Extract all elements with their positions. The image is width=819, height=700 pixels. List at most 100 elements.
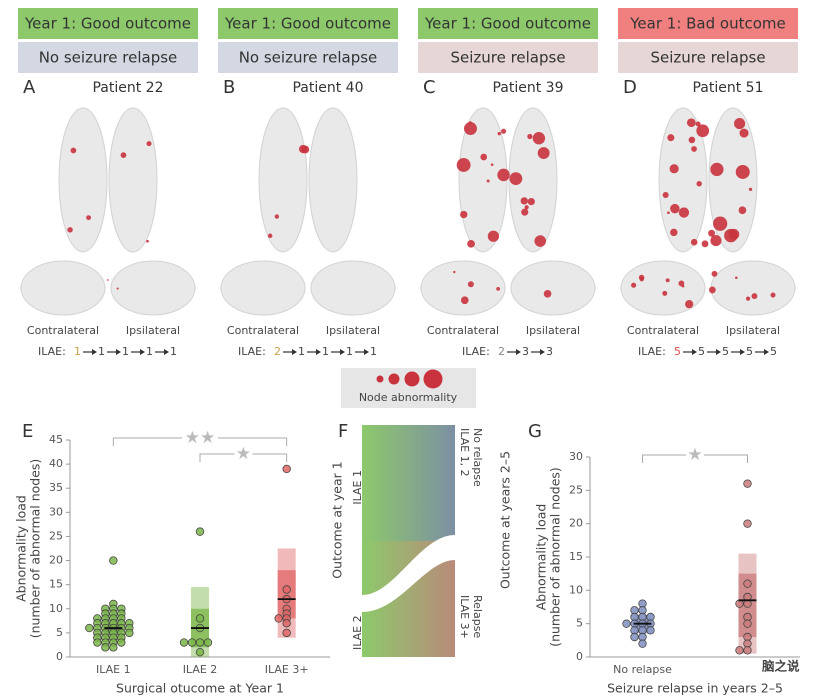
outcome-box <box>218 8 398 39</box>
y-tick-label: 15 <box>49 578 63 591</box>
legend-dot <box>423 369 443 389</box>
brain-lateral <box>310 260 396 316</box>
node-dot <box>509 172 523 186</box>
node-dot <box>710 235 722 247</box>
patient-label: Patient 22 <box>92 80 163 96</box>
y-tick-label: 25 <box>569 483 583 496</box>
node-dot <box>748 187 753 192</box>
node-dot <box>490 163 494 167</box>
y-tick-label: 10 <box>49 602 63 615</box>
data-point <box>125 628 134 638</box>
data-point <box>195 527 205 536</box>
node-dot <box>520 197 528 205</box>
data-point <box>743 519 752 528</box>
node-dot <box>739 128 749 138</box>
node-dot <box>711 270 718 277</box>
node-dot <box>487 230 500 242</box>
ilae-arrow-head <box>516 349 521 355</box>
ilae-arrow-head <box>716 349 721 355</box>
ilae-score: 5 <box>698 345 705 358</box>
node-dot <box>670 228 678 237</box>
relapse-box <box>18 42 198 73</box>
node-dot <box>534 235 547 247</box>
node-label: ILAE 3+ <box>458 595 471 639</box>
data-point <box>195 638 205 647</box>
node-dot <box>453 270 456 274</box>
ilae-score: 5 <box>746 345 753 358</box>
node-dot <box>460 210 468 219</box>
brain-top <box>58 107 108 253</box>
data-point <box>743 646 752 655</box>
node-dot <box>685 300 694 309</box>
brain-top <box>708 107 758 253</box>
ilae-arrow-head <box>740 349 745 355</box>
node-dot <box>120 152 127 158</box>
node-dot <box>701 240 709 248</box>
ilae-score: 1 <box>170 345 177 358</box>
node-dot <box>639 276 644 282</box>
node-dot <box>708 286 716 294</box>
sankey: Outcome at year 1 ILAE 1 ILAE 2 Outcome … <box>330 421 513 657</box>
legend-dot <box>388 373 400 385</box>
ilae-score: 2 <box>274 345 281 358</box>
x-tick-label: ILAE 3+ <box>265 663 309 676</box>
significance-star: ★ <box>687 445 702 465</box>
ilae-score: 1 <box>346 345 353 358</box>
node-dot <box>527 197 535 206</box>
panel-letter: D <box>623 77 637 98</box>
data-point <box>743 619 752 628</box>
node-dot <box>695 121 701 127</box>
data-point <box>274 614 283 623</box>
y-axis-label: Abnormality load <box>534 504 549 611</box>
data-point <box>101 643 110 652</box>
node-dot <box>665 278 670 283</box>
node-label: ILAE 1, 2 <box>458 428 471 477</box>
node-dot <box>274 214 280 219</box>
ilae-arrow-head <box>364 349 369 355</box>
data-point <box>93 638 102 647</box>
ilae-arrow-head <box>540 349 545 355</box>
node-dot <box>686 118 696 128</box>
y-tick-label: 40 <box>49 457 63 470</box>
data-point <box>622 619 631 628</box>
y-tick-label: 5 <box>56 626 63 639</box>
node-dot <box>524 205 529 210</box>
ilae-prefix: ILAE: <box>638 345 666 358</box>
node-dot <box>734 118 746 130</box>
node-label: Relapse <box>471 595 484 638</box>
hemisphere-label: Ipsilateral <box>126 324 180 337</box>
ilae-score: 1 <box>370 345 377 358</box>
y-tick-label: 25 <box>49 529 63 542</box>
node-dot <box>497 168 510 182</box>
node-dot <box>146 239 149 243</box>
ilae-arrow-head <box>340 349 345 355</box>
node-dot <box>696 181 702 187</box>
x-axis-label: Surgical otucome at Year 1 <box>116 681 284 696</box>
node-dot <box>724 228 738 243</box>
node-dot <box>497 131 502 136</box>
node-dot <box>146 141 152 147</box>
y-tick-label: 45 <box>49 433 63 446</box>
node-dot <box>70 147 77 154</box>
brain-lateral <box>20 260 106 316</box>
outcome-box <box>18 8 198 39</box>
ilae-arrow-head <box>316 349 321 355</box>
node-dot <box>678 207 690 218</box>
node-dot <box>745 296 751 301</box>
ilae-arrow-head <box>692 349 697 355</box>
data-point <box>282 628 291 638</box>
hemisphere-label: Contralateral <box>427 324 499 337</box>
relapse-box <box>218 42 398 73</box>
legend-dot <box>404 371 420 387</box>
y-axis-label: (number of abnormal nodes) <box>548 467 563 647</box>
panel-letter: F <box>338 421 348 442</box>
brain-lateral <box>620 260 706 316</box>
node-dot <box>631 282 637 288</box>
legend-dot <box>376 375 384 383</box>
outcome-label: Year 1: Good outcome <box>224 15 391 33</box>
node-dot <box>708 229 716 237</box>
node-dot <box>713 216 728 231</box>
ilae-score: 3 <box>522 345 529 358</box>
ilae-arrow-head <box>92 349 97 355</box>
panel-letter: A <box>23 77 36 98</box>
